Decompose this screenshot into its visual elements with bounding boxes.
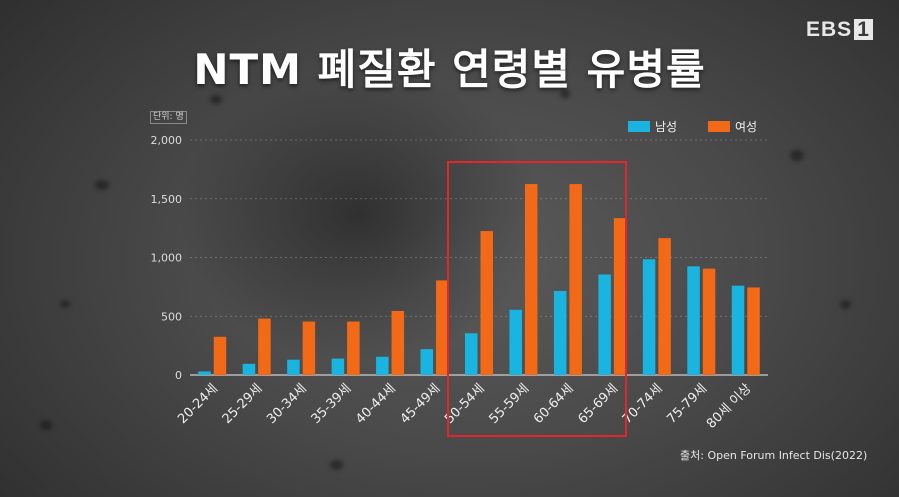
bar-female <box>391 310 405 375</box>
bar-male <box>242 363 256 375</box>
bar-male <box>642 259 656 375</box>
bar-male <box>287 359 300 375</box>
x-tick-label: 30-34세 <box>264 381 310 427</box>
legend-swatch-male <box>628 121 650 132</box>
bar-male <box>509 309 522 375</box>
y-tick-label: 0 <box>175 369 182 382</box>
background-speck <box>330 460 343 470</box>
bar-female <box>524 184 538 375</box>
bar-female <box>613 218 627 375</box>
background-speck <box>60 300 70 308</box>
x-tick-label: 75-79세 <box>664 381 710 427</box>
background-speck <box>95 180 109 190</box>
background-speck <box>40 420 52 430</box>
bar-female <box>347 321 360 375</box>
x-tick-label: 80세 이상 <box>704 381 755 432</box>
x-tick-label: 45-49세 <box>398 381 444 427</box>
legend-label-female: 여성 <box>735 120 758 134</box>
bar-male <box>420 349 434 375</box>
source-note: 출처: Open Forum Infect Dis(2022) <box>680 449 868 462</box>
background-speck <box>840 300 851 309</box>
x-tick-label: 35-39세 <box>309 381 355 427</box>
bar-female <box>436 280 449 375</box>
bar-female <box>302 321 316 375</box>
legend-swatch-female <box>708 121 730 132</box>
bar-female <box>658 238 671 375</box>
y-tick-label: 2,000 <box>151 134 183 147</box>
bar-female <box>569 184 582 375</box>
bar-female <box>747 287 760 375</box>
x-tick-label: 25-29세 <box>220 381 266 427</box>
background-speck <box>790 150 804 161</box>
bar-female <box>213 336 227 375</box>
bar-female <box>702 268 716 375</box>
y-tick-label: 500 <box>161 310 182 323</box>
y-tick-label: 1,500 <box>151 193 183 206</box>
bar-male <box>687 266 700 375</box>
x-tick-label: 40-44세 <box>353 381 399 427</box>
bar-male <box>198 371 211 375</box>
legend-label-male: 남성 <box>655 120 678 134</box>
bar-male <box>553 290 567 375</box>
bar-male <box>376 356 389 375</box>
unit-label: 단위: 명 <box>150 111 187 124</box>
y-tick-label: 1,000 <box>151 252 183 265</box>
bar-male <box>731 285 745 375</box>
broadcaster-logo: EBS 1 <box>806 18 873 42</box>
bar-female <box>258 318 271 375</box>
bar-male <box>598 274 611 375</box>
legend-item-male: 남성 <box>628 118 677 135</box>
x-tick-label: 20-24세 <box>175 381 221 427</box>
background-speck <box>560 90 570 98</box>
highlight-box <box>447 161 627 437</box>
legend-item-female: 여성 <box>708 118 757 135</box>
bar-male <box>331 358 345 375</box>
bar-male <box>465 333 478 375</box>
background-speck <box>210 95 222 104</box>
chart-title: NTM 폐질환 연령별 유병률 <box>193 45 706 94</box>
bar-female <box>480 231 493 375</box>
